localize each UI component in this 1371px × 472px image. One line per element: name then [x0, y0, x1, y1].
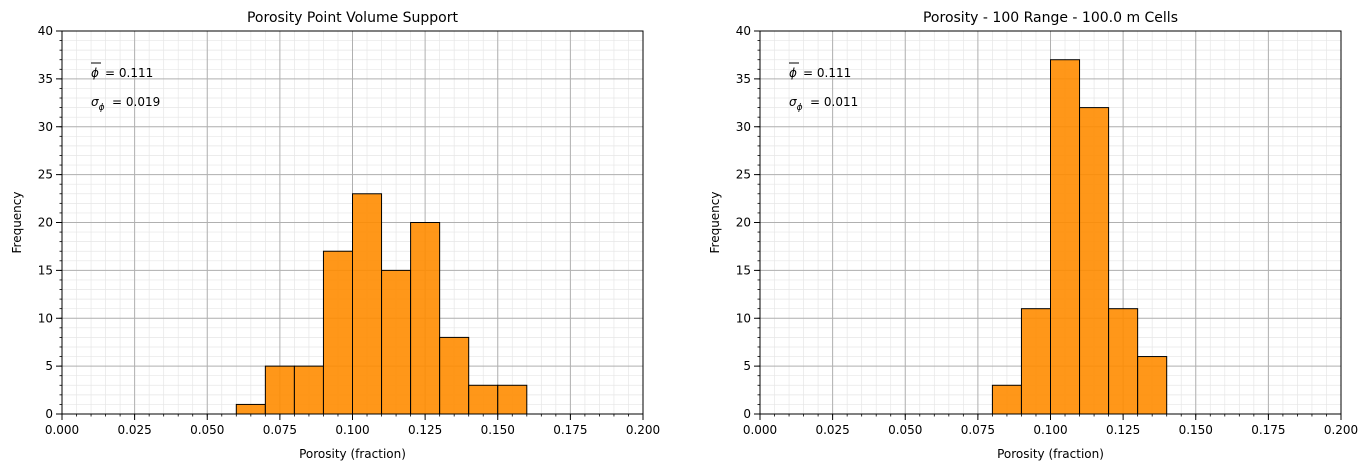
std-annotation: σϕ = 0.019: [91, 95, 160, 113]
histogram-chart-left: 0.000 0.025 0.050 0.075 0.100 0.125 0.150 0.175…: [10, 10, 660, 461]
plot-frame: [61, 30, 644, 415]
x-tick-label: 0.100: [335, 423, 369, 437]
x-tick-label: 0.150: [481, 423, 515, 437]
y-tick-label: 30: [38, 120, 53, 134]
x-tick-label: 0.200: [1324, 423, 1358, 437]
chart-title: Porosity - 100 Range - 100.0 m Cells: [923, 10, 1178, 26]
histogram-bar: [1108, 308, 1139, 415]
x-tick-label: 0.025: [815, 423, 849, 437]
y-tick-label: 5: [45, 359, 53, 373]
histogram-bar: [1137, 356, 1168, 415]
x-tick-label: 0.125: [408, 423, 442, 437]
mean-annotation: ϕ = 0.111: [789, 62, 851, 80]
histogram-bar: [1079, 107, 1110, 415]
histogram-bar: [264, 365, 295, 415]
histogram-bar: [1050, 59, 1081, 415]
mean-value: = 0.111: [803, 66, 851, 80]
y-tick-label: 35: [736, 72, 751, 86]
mean-annotation: ϕ = 0.111: [91, 62, 153, 80]
y-tick-label: 20: [38, 216, 53, 230]
x-tick-label: 0.000: [743, 423, 777, 437]
chart-title: Porosity Point Volume Support: [247, 10, 459, 26]
y-tick-label: 5: [743, 359, 751, 373]
mean-symbol: ϕ: [91, 66, 99, 80]
std-symbol: σϕ: [789, 95, 803, 113]
y-axis-label: Frequency: [10, 192, 24, 254]
y-tick-label: 25: [38, 168, 53, 182]
y-tick-label: 20: [736, 216, 751, 230]
histogram-bar: [293, 365, 324, 415]
y-tick-label: 35: [38, 72, 53, 86]
histogram-bars: [991, 59, 1168, 415]
x-tick-label: 0.150: [1179, 423, 1213, 437]
y-tick-label: 40: [38, 24, 53, 38]
axis-ticks: 0.000 0.025 0.050 0.075 0.100 0.125 0.150 0.175…: [736, 24, 1358, 437]
y-tick-label: 25: [736, 168, 751, 182]
y-tick-label: 10: [38, 311, 53, 325]
y-tick-label: 15: [736, 263, 751, 277]
histogram-bar: [439, 336, 470, 415]
plot-frame: [759, 30, 1342, 415]
x-tick-label: 0.125: [1106, 423, 1140, 437]
mean-value: = 0.111: [105, 66, 153, 80]
x-tick-label: 0.050: [190, 423, 224, 437]
std-value: = 0.019: [112, 95, 160, 109]
x-tick-label: 0.075: [263, 423, 297, 437]
std-value: = 0.011: [810, 95, 858, 109]
histogram-bar: [497, 384, 528, 415]
x-tick-label: 0.000: [45, 423, 79, 437]
x-axis-label: Porosity (fraction): [299, 447, 406, 461]
x-tick-label: 0.175: [1251, 423, 1285, 437]
x-axis-label: Porosity (fraction): [997, 447, 1104, 461]
y-tick-label: 30: [736, 120, 751, 134]
mean-symbol: ϕ: [789, 66, 797, 80]
x-tick-label: 0.075: [961, 423, 995, 437]
std-symbol: σϕ: [91, 95, 105, 113]
x-tick-label: 0.025: [117, 423, 151, 437]
histogram-bar: [410, 222, 441, 415]
histogram-bar: [322, 250, 354, 415]
y-axis-label: Frequency: [708, 192, 722, 254]
histogram-chart-right: 0.000 0.025 0.050 0.075 0.100 0.125 0.150 0.175…: [708, 10, 1358, 461]
histogram-bar: [235, 403, 266, 415]
std-annotation: σϕ = 0.011: [789, 95, 858, 113]
y-tick-label: 10: [736, 311, 751, 325]
y-tick-label: 40: [736, 24, 751, 38]
histogram-bar: [1020, 308, 1052, 415]
x-tick-label: 0.050: [888, 423, 922, 437]
x-tick-label: 0.200: [626, 423, 660, 437]
histogram-bar: [991, 384, 1022, 415]
histogram-bar: [381, 269, 412, 415]
x-tick-label: 0.100: [1033, 423, 1067, 437]
histogram-bar: [468, 384, 499, 415]
histogram-bar: [352, 193, 383, 415]
y-tick-label: 15: [38, 263, 53, 277]
y-tick-label: 0: [45, 407, 53, 421]
x-tick-label: 0.175: [553, 423, 587, 437]
y-tick-label: 0: [743, 407, 751, 421]
